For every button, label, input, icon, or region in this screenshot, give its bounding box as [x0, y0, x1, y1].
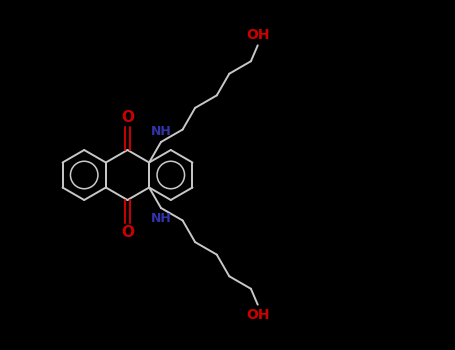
Text: NH: NH: [151, 125, 172, 138]
Text: OH: OH: [246, 28, 269, 42]
Text: O: O: [121, 110, 134, 125]
Text: OH: OH: [246, 308, 269, 322]
Text: NH: NH: [151, 212, 172, 225]
Text: O: O: [121, 225, 134, 240]
